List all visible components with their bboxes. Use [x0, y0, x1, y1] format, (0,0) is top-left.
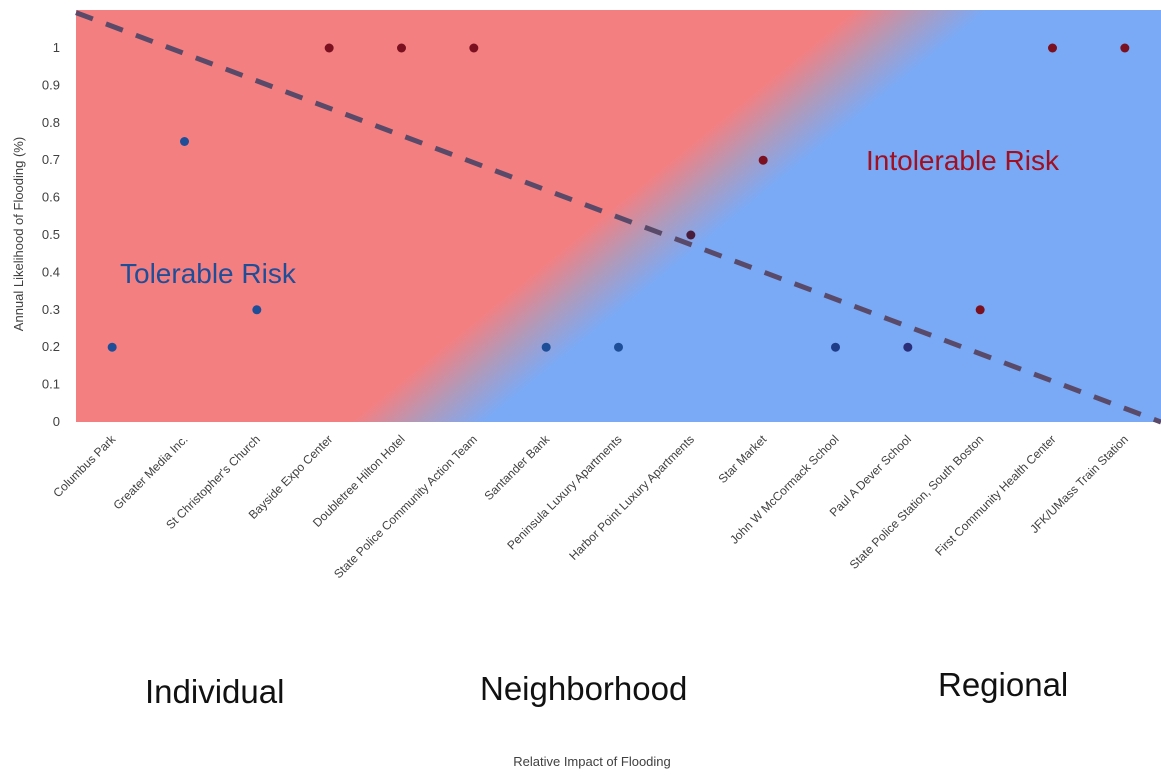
y-tick-label: 0	[53, 414, 60, 429]
tolerable-risk-label: Tolerable Risk	[120, 258, 297, 289]
group-label-individual: Individual	[145, 673, 284, 710]
data-point	[903, 342, 913, 352]
y-tick-label: 0.8	[42, 115, 60, 130]
x-axis-title: Relative Impact of Flooding	[513, 754, 671, 769]
x-category-label: Santander Bank	[482, 432, 553, 503]
y-tick-label: 0.4	[42, 264, 60, 279]
x-category-label: State Police Station, South Boston	[847, 432, 987, 572]
y-tick-label: 0.5	[42, 227, 60, 242]
y-tick-label: 0.6	[42, 190, 60, 205]
data-point	[975, 305, 985, 315]
x-category-label: Harbor Point Luxury Apartments	[566, 432, 697, 563]
x-category-label: First Community Health Center	[932, 432, 1058, 558]
data-point	[831, 342, 840, 352]
data-point	[180, 137, 189, 146]
data-points	[107, 43, 1130, 352]
y-tick-label: 0.1	[42, 377, 60, 392]
data-point	[614, 342, 623, 352]
y-axis-title: Annual Likelihood of Flooding (%)	[11, 137, 26, 331]
x-category-label: Greater Media Inc.	[110, 432, 190, 512]
y-tick-label: 0.9	[42, 77, 60, 92]
x-category-label: Star Market	[716, 432, 770, 486]
group-label-regional: Regional	[938, 666, 1068, 703]
y-tick-label: 1	[53, 40, 60, 55]
x-category-label: Columbus Park	[50, 432, 119, 501]
data-point	[469, 43, 479, 53]
x-category-label: Peninsula Luxury Apartments	[504, 432, 624, 552]
y-tick-label: 0.2	[42, 339, 60, 354]
data-point	[686, 230, 696, 240]
group-label-neighborhood: Neighborhood	[480, 670, 687, 707]
data-point	[758, 155, 768, 165]
intolerable-risk-label: Intolerable Risk	[866, 145, 1060, 176]
data-point	[541, 342, 551, 352]
y-axis: 0 0.1 0.2 0.3 0.4 0.5 0.6 0.7 0.8 0.9 1	[42, 40, 60, 429]
data-point	[1120, 43, 1130, 53]
data-point	[324, 43, 334, 53]
data-point	[107, 342, 117, 352]
data-point	[252, 305, 262, 315]
data-point	[1048, 43, 1057, 53]
data-point	[397, 43, 406, 53]
y-tick-label: 0.7	[42, 152, 60, 167]
x-category-label: State Police Community Action Team	[331, 432, 480, 581]
y-tick-label: 0.3	[42, 302, 60, 317]
risk-threshold-line	[75, 10, 1161, 425]
